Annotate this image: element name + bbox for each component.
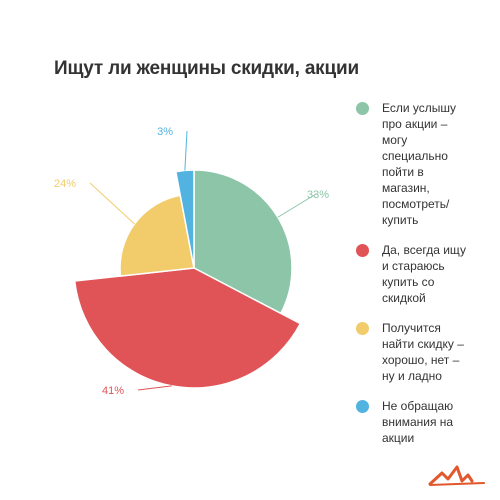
legend-item: Получится найти скидку – хорошо, нет – н… (356, 320, 486, 384)
leader-line (137, 385, 172, 391)
legend-label: Получится найти скидку – хорошо, нет – н… (382, 321, 464, 383)
pie-slice (174, 169, 195, 269)
label-leader-lines (89, 130, 317, 391)
data-labels: 33% 41% 24% 3% (54, 126, 329, 397)
legend-dot-icon (356, 400, 369, 413)
data-label: 3% (157, 126, 173, 138)
legend-dot-icon (356, 102, 369, 115)
data-label: 41% (102, 385, 124, 397)
legend-dot-icon (356, 244, 369, 257)
brand-logo-icon (428, 465, 485, 486)
leader-line (184, 130, 188, 171)
leader-line (89, 182, 135, 225)
data-label: 24% (54, 178, 76, 190)
legend-item: Да, всегда ищу и стараюсь купить со скид… (356, 242, 486, 306)
legend: Если услышу про акции – могу специально … (356, 100, 486, 460)
legend-label: Если услышу про акции – могу специально … (382, 101, 457, 227)
data-label: 33% (307, 189, 329, 201)
legend-label: Не обращаю внимания на акции (382, 399, 454, 445)
leader-line (277, 193, 317, 218)
legend-label: Да, всегда ищу и стараюсь купить со скид… (382, 243, 466, 305)
pie-slice (193, 169, 293, 315)
legend-item: Если услышу про акции – могу специально … (356, 100, 486, 228)
legend-item: Не обращаю внимания на акции (356, 398, 486, 446)
pie-slices (73, 169, 302, 389)
legend-dot-icon (356, 322, 369, 335)
chart-title: Ищут ли женщины скидки, акции (54, 58, 359, 79)
